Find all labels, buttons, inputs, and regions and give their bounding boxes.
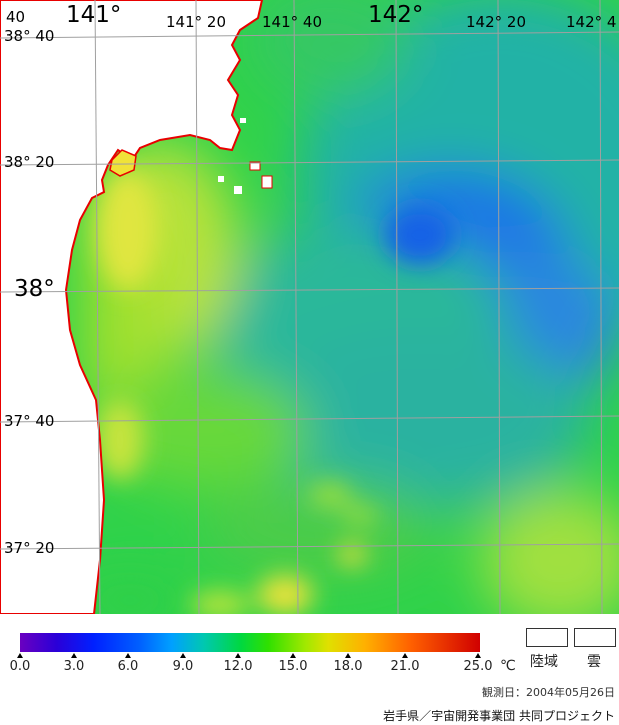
colorbar-tick [345,653,351,658]
land-key-label: 陸域 [530,654,558,670]
observation-date: 観測日：2004年05月26日 [482,686,615,699]
latitude-label: 38° [14,276,55,302]
longitude-label: 141° [66,2,122,28]
colorbar-tick [180,653,186,658]
latitude-label: 38° 40 [4,27,55,45]
colorbar-tick-label: 18.0 [333,659,363,674]
longitude-label: 142° [368,2,424,28]
colorbar-tick [235,653,241,658]
colorbar-tick-label: 21.0 [390,659,420,674]
project-credit: 岩手県／宇宙開発事業団 共同プロジェクト [383,709,615,723]
legend-panel [0,614,619,725]
colorbar-tick-label: 6.0 [117,659,139,674]
colorbar-tick [17,653,23,658]
colorbar-tick-label: 3.0 [63,659,85,674]
latitude-label: 37° 40 [4,412,55,430]
colorbar-tick [290,653,296,658]
longitude-label: 141° 40 [262,13,322,31]
colorbar-tick [71,653,77,658]
map-corner-label: 40 [6,8,26,26]
longitude-label: 141° 20 [166,13,226,31]
colorbar-tick-label: 0.0 [9,659,31,674]
temperature-unit: ℃ [500,658,516,674]
colorbar-tick-label: 15.0 [278,659,308,674]
latitude-label: 37° 20 [4,539,55,557]
cloud-key-swatch [574,628,616,647]
sea-surface-temperature-map [0,0,619,614]
temperature-colorbar [20,633,480,652]
latitude-label: 38° 20 [4,153,55,171]
graticule [0,0,619,614]
colorbar-tick-label: 12.0 [223,659,253,674]
colorbar-tick [125,653,131,658]
land-key-swatch [526,628,568,647]
longitude-label: 142° 20 [466,13,526,31]
colorbar-tick-label: 25.0 [463,659,493,674]
colorbar-tick [402,653,408,658]
cloud-key-label: 雲 [587,654,601,670]
colorbar-tick-label: 9.0 [172,659,194,674]
longitude-label: 142° 4 [566,13,617,31]
colorbar-tick [475,653,481,658]
